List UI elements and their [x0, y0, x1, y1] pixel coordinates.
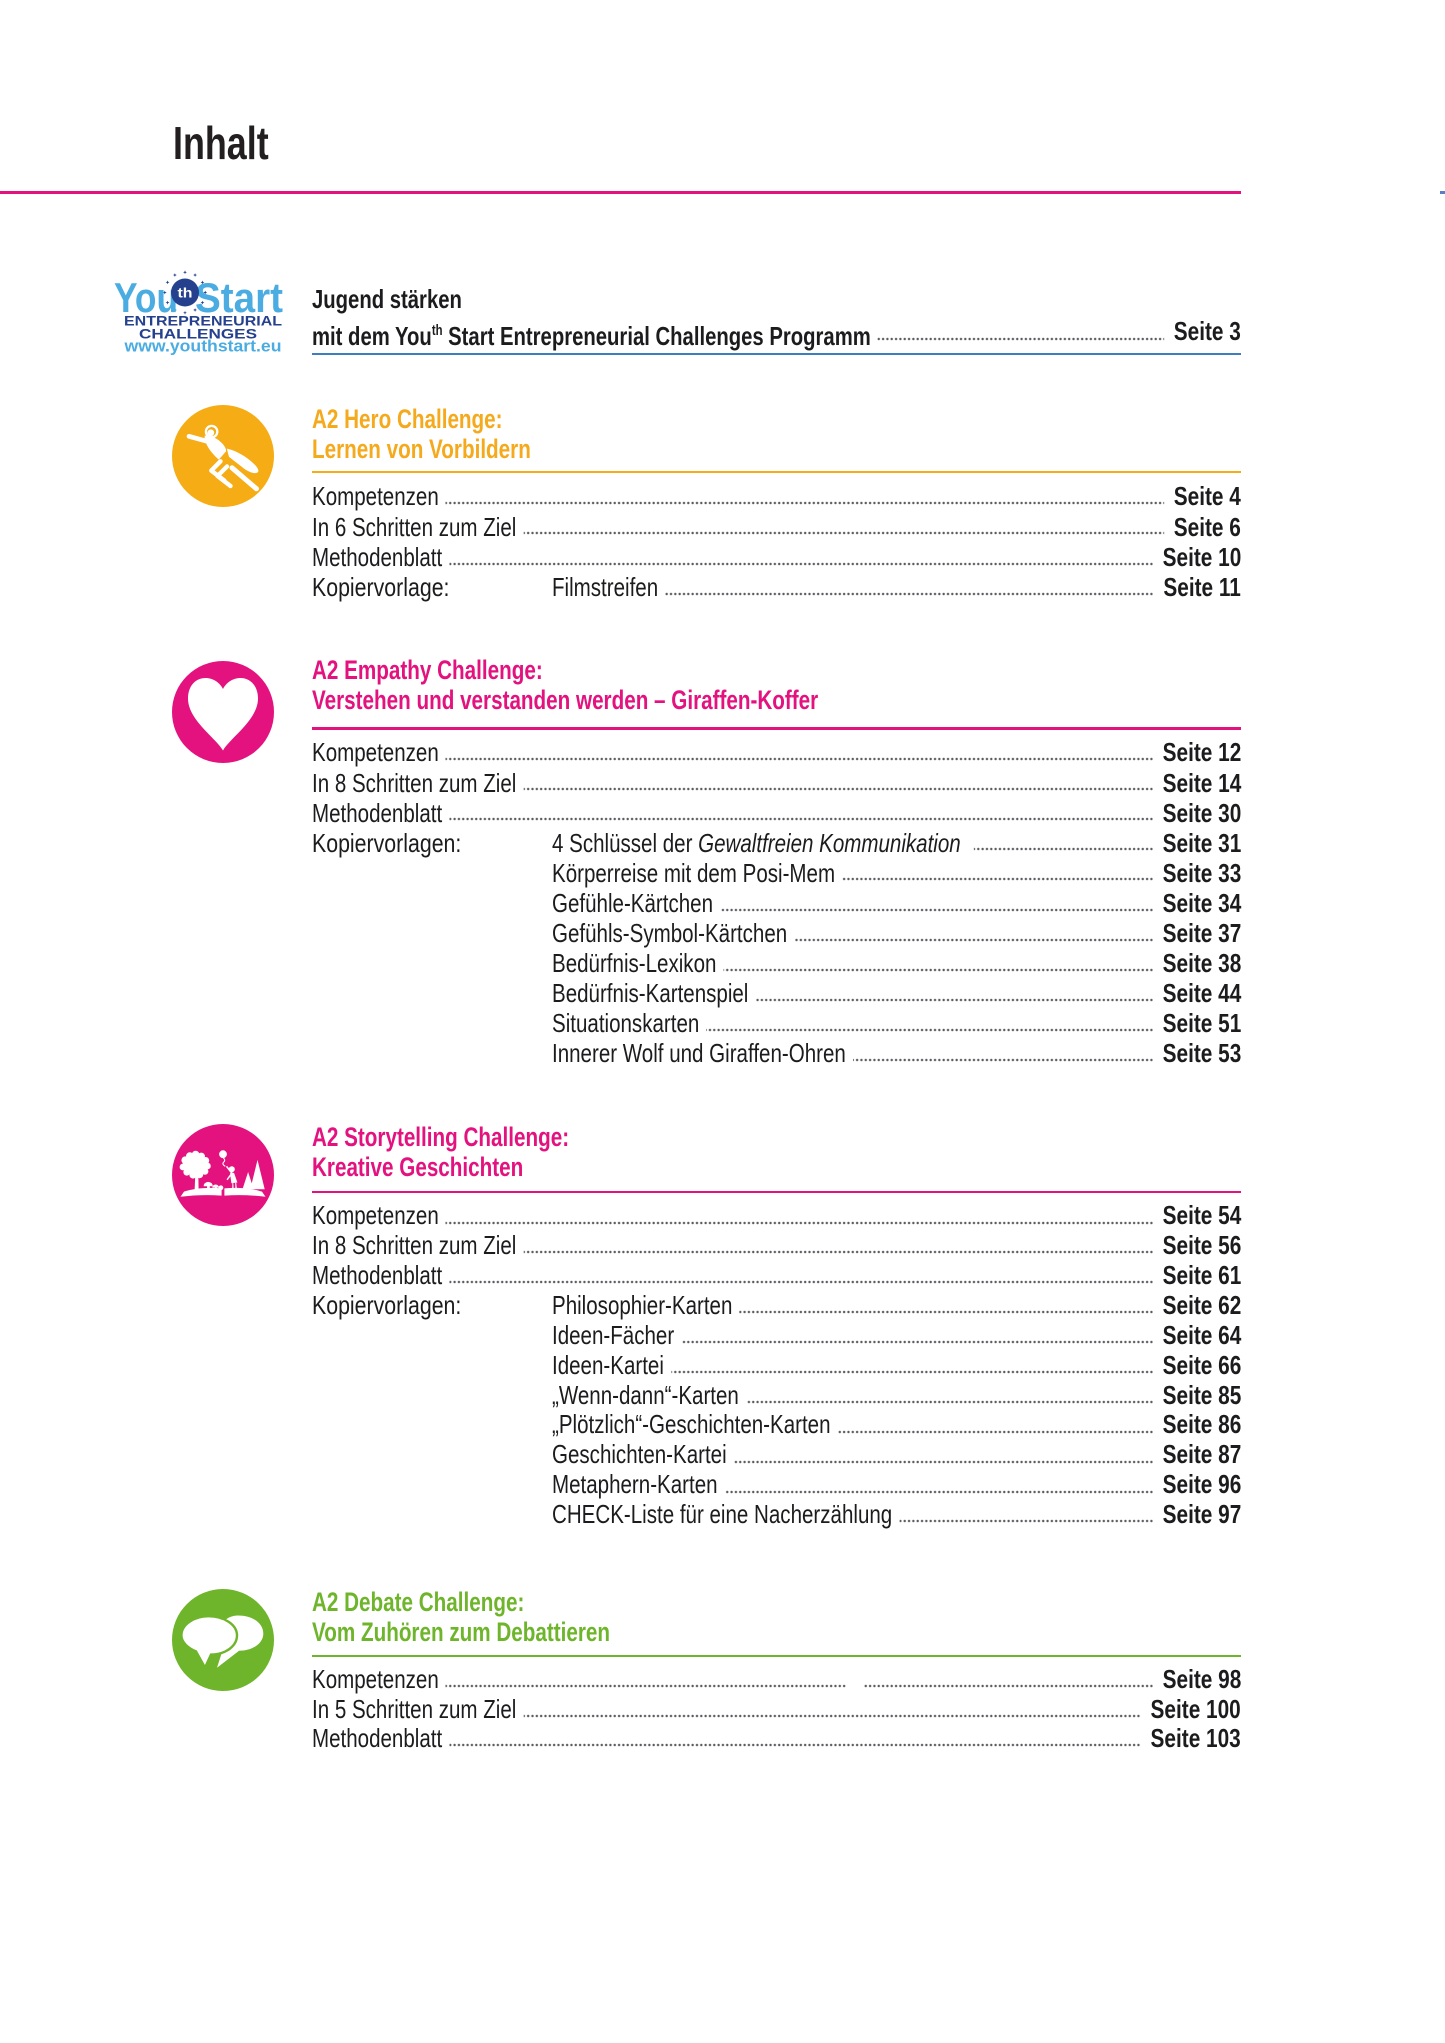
svg-text:You: You [114, 274, 178, 321]
svg-text:ENTREPRENEURIAL: ENTREPRENEURIAL [124, 313, 282, 329]
svg-text:th: th [178, 285, 193, 301]
svg-text:www.youthstart.eu: www.youthstart.eu [123, 338, 281, 356]
svg-text:Start: Start [195, 274, 283, 321]
svg-text:CHALLENGES: CHALLENGES [139, 326, 257, 342]
